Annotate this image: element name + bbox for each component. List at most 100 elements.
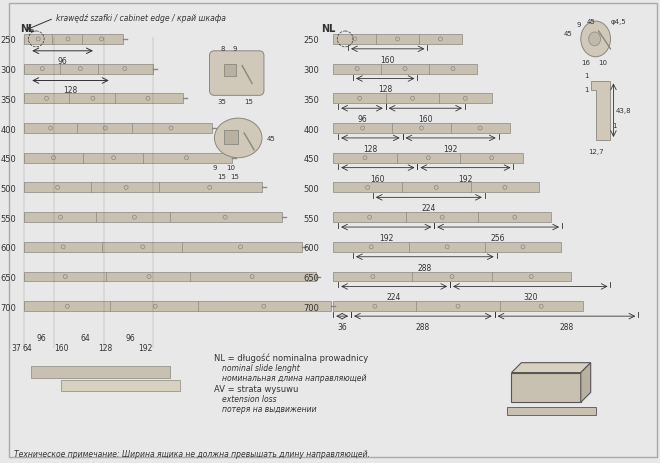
Text: 128: 128: [98, 343, 113, 352]
Text: 600: 600: [1, 244, 16, 253]
Text: extension loss: extension loss: [222, 394, 277, 403]
FancyBboxPatch shape: [333, 302, 583, 312]
FancyBboxPatch shape: [333, 242, 561, 252]
Text: 16: 16: [581, 60, 590, 66]
FancyBboxPatch shape: [506, 407, 595, 415]
Text: 43,8: 43,8: [615, 108, 631, 114]
FancyBboxPatch shape: [333, 94, 492, 104]
FancyBboxPatch shape: [24, 183, 262, 193]
Text: AV = strata wysuwu: AV = strata wysuwu: [214, 385, 299, 394]
Text: 128: 128: [363, 144, 378, 154]
FancyBboxPatch shape: [333, 183, 539, 193]
Ellipse shape: [214, 119, 262, 158]
Text: 37: 37: [12, 343, 21, 352]
Text: 15: 15: [245, 99, 253, 105]
Text: 160: 160: [380, 56, 395, 65]
Text: 300: 300: [304, 66, 319, 75]
Text: 96: 96: [57, 56, 67, 66]
Text: 350: 350: [304, 95, 319, 105]
FancyBboxPatch shape: [333, 124, 510, 134]
Text: NL: NL: [321, 24, 336, 34]
Text: 400: 400: [304, 125, 319, 134]
Text: 9: 9: [577, 22, 581, 28]
FancyBboxPatch shape: [24, 94, 183, 104]
FancyBboxPatch shape: [333, 35, 462, 45]
Text: nominal slide lenght: nominal slide lenght: [222, 363, 300, 372]
Text: 224: 224: [422, 204, 436, 213]
Text: 650: 650: [304, 274, 319, 282]
Text: 45: 45: [564, 31, 573, 37]
Text: 700: 700: [304, 303, 319, 312]
FancyBboxPatch shape: [24, 64, 153, 75]
Text: NL: NL: [20, 24, 35, 34]
Text: 96: 96: [125, 333, 135, 342]
Text: 128: 128: [63, 86, 78, 95]
Text: 250: 250: [304, 36, 319, 45]
Text: 45: 45: [586, 19, 595, 25]
Text: 300: 300: [1, 66, 16, 75]
FancyBboxPatch shape: [224, 64, 236, 76]
FancyBboxPatch shape: [24, 302, 331, 312]
FancyBboxPatch shape: [24, 272, 316, 282]
Text: 45: 45: [267, 136, 276, 142]
Text: 288: 288: [418, 263, 432, 272]
Text: 10: 10: [598, 60, 607, 66]
Text: 700: 700: [1, 303, 16, 312]
Text: 600: 600: [304, 244, 319, 253]
Text: 64: 64: [81, 333, 90, 342]
Text: 15: 15: [230, 173, 239, 179]
FancyBboxPatch shape: [333, 153, 523, 163]
Text: 9: 9: [232, 46, 236, 52]
Text: 500: 500: [1, 185, 16, 194]
Text: 450: 450: [304, 155, 319, 164]
FancyBboxPatch shape: [333, 64, 477, 75]
Text: 160: 160: [53, 343, 68, 352]
FancyBboxPatch shape: [31, 366, 170, 378]
Polygon shape: [581, 363, 591, 402]
Text: 1: 1: [612, 123, 617, 129]
FancyBboxPatch shape: [24, 35, 123, 45]
FancyBboxPatch shape: [24, 124, 213, 134]
Ellipse shape: [581, 22, 610, 57]
FancyBboxPatch shape: [333, 213, 551, 223]
Polygon shape: [591, 81, 611, 141]
Text: номинальная длина направляющей: номинальная длина направляющей: [222, 373, 367, 382]
Text: φ4,5: φ4,5: [610, 19, 626, 25]
Text: krawędź szafki / cabinet edge / край шкафа: krawędź szafki / cabinet edge / край шка…: [56, 14, 226, 23]
Text: 10: 10: [226, 164, 236, 170]
Text: 96: 96: [36, 333, 46, 342]
Text: 192: 192: [379, 233, 393, 243]
Text: 650: 650: [1, 274, 16, 282]
Text: 192: 192: [444, 144, 458, 154]
Text: 192: 192: [458, 174, 473, 183]
Text: 550: 550: [1, 214, 16, 223]
Text: потеря на выдвижении: потеря на выдвижении: [222, 404, 317, 413]
Text: 15: 15: [217, 173, 226, 179]
Polygon shape: [512, 363, 591, 373]
Polygon shape: [512, 373, 581, 402]
Text: 64: 64: [22, 343, 32, 352]
Text: 224: 224: [387, 293, 401, 302]
FancyBboxPatch shape: [61, 380, 180, 392]
FancyBboxPatch shape: [333, 272, 571, 282]
Text: 500: 500: [304, 185, 319, 194]
Text: 450: 450: [1, 155, 16, 164]
Text: 8: 8: [220, 46, 224, 52]
Text: 350: 350: [1, 95, 16, 105]
Text: 96: 96: [357, 115, 367, 124]
Text: 550: 550: [304, 214, 319, 223]
Text: 12,7: 12,7: [588, 149, 603, 155]
Text: 1: 1: [584, 72, 589, 78]
Text: 9: 9: [213, 164, 217, 170]
FancyBboxPatch shape: [209, 52, 264, 96]
Text: 288: 288: [416, 322, 430, 332]
Text: 35: 35: [217, 99, 226, 105]
Ellipse shape: [589, 33, 601, 47]
FancyBboxPatch shape: [24, 213, 282, 223]
Text: 250: 250: [1, 36, 16, 45]
Text: 288: 288: [559, 322, 574, 332]
Text: 128: 128: [378, 85, 392, 94]
Text: 320: 320: [523, 293, 537, 302]
Text: 400: 400: [1, 125, 16, 134]
Text: Техническое примечание: Ширина ящика не должна превышать длину направляющей.: Техническое примечание: Ширина ящика не …: [15, 449, 370, 458]
